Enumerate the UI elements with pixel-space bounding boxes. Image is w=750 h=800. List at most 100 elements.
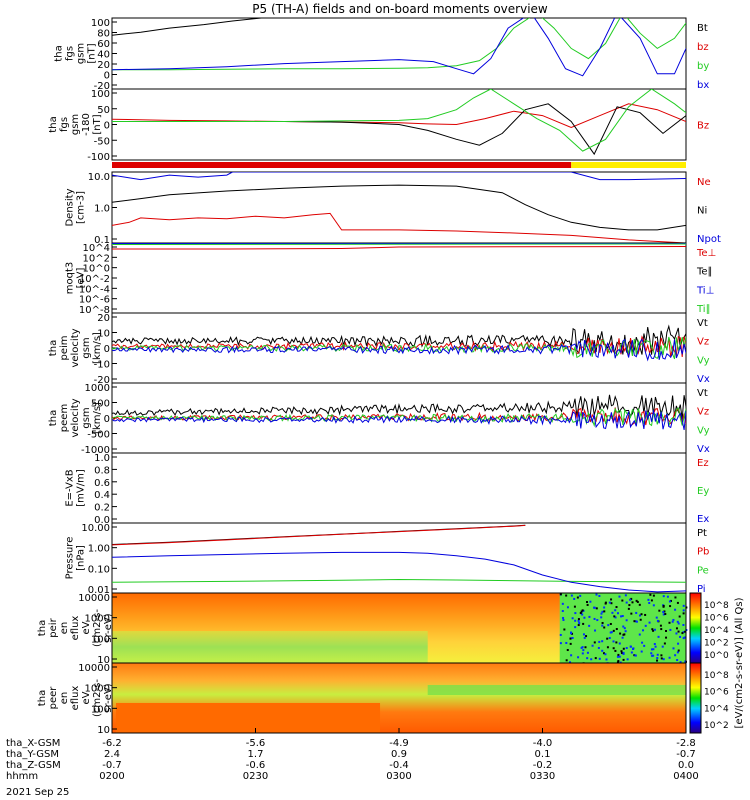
panel-frame [111,452,687,524]
x-row-value: 0330 [530,771,555,782]
colorbar-tick-label: 10^2 [704,639,729,649]
heatmap-speck [617,653,620,656]
heatmap-speck [657,635,660,638]
colorbar-tick-label: 10^6 [704,688,729,698]
x-row-value: 0400 [673,771,698,782]
heatmap-speck [625,601,628,604]
heatmap-speck [684,660,687,663]
heatmap-speck [569,637,572,640]
heatmap-speck [571,617,574,620]
heatmap-speck [654,645,657,648]
legend-entry: Vy [697,425,710,436]
heatmap-speck [616,612,619,615]
legend-entry: Ti∥ [696,304,711,315]
heatmap-speck [559,633,562,636]
legend-entry: Pe [697,565,709,576]
y-axis-label-line: fgs [59,117,70,132]
y-tick-label: 100 [91,18,110,29]
y-tick-label: 10^2 [83,253,110,264]
y-axis-label-line: sr-eV) [103,683,114,712]
heatmap-speck [642,629,645,632]
colorbar-label-text: [eV/(cm2-s-sr-eV)] (All Qs) [734,597,745,728]
heatmap-speck [622,658,625,661]
y-axis-label-line: peim [59,335,70,360]
y-tick-label: 1000 [85,684,110,695]
heatmap-speck [660,628,663,631]
heatmap-speck [565,659,568,662]
y-tick-label: 10000 [78,663,110,674]
series-ti [112,243,686,245]
x-row-value: 0300 [386,771,411,782]
heatmap-speck [650,648,653,651]
y-tick-label: -1000 [81,445,110,456]
heatmap-speck [617,660,620,663]
panel-9: 10000 1000 100 10 tha peir en eflux eV (cm2-s-sr-… [37,592,729,666]
heatmap-speck [577,656,580,659]
heatmap-speck [632,648,635,651]
heatmap-speck [603,606,606,609]
heatmap-speck [581,652,584,655]
heatmap-speck [643,644,646,647]
y-tick-label: 100 [91,634,110,645]
y-axis-label-line: eflux [70,616,81,641]
heatmap-speck [648,621,651,624]
heatmap-speck [583,636,586,639]
heatmap-speck [648,601,651,604]
series-trace-2 [112,89,686,152]
heatmap-speck [586,603,589,606]
y-tick-label: 10000 [78,593,110,604]
heatmap-speck [580,610,583,613]
y-axis-label-line: tha [37,620,48,636]
heatmap-speck [613,615,616,618]
heatmap-speck [610,631,613,634]
heatmap-speck [652,629,655,632]
heatmap-speck [565,594,568,597]
y-tick-label: 0.0 [94,515,110,526]
heatmap-speck [669,599,672,602]
y-tick-label: 10 [97,329,110,340]
heatmap-speck [612,629,615,632]
y-axis-label-line: velocity [70,398,81,437]
heatmap-speck [588,615,591,618]
y-axis-label-line: [km/s] [92,332,103,364]
heatmap-speck [590,658,593,661]
panel-6: 1000 500 0 -500 -1000 tha peem velocity gsm [km/s… [48,382,710,456]
heatmap-speck [627,607,630,610]
y-axis-label: Density [cm-3] [65,188,87,226]
heatmap-speck [677,630,680,633]
heatmap-speck [635,599,638,602]
heatmap-speck [621,599,624,602]
y-tick-label: 500 [91,399,110,410]
heatmap-speck [583,616,586,619]
y-axis-label: tha peim velocity gsm [km/s] [48,328,103,367]
heatmap-speck [614,616,617,619]
heatmap-speck [638,633,641,636]
heatmap-speck [644,624,647,627]
legend-entry: Vx [697,374,710,385]
heatmap-speck [630,651,633,654]
y-axis-label-line: eflux [70,686,81,711]
heatmap-speck [676,601,679,604]
y-tick-label: -10 [94,360,110,371]
heatmap-low-energy [112,631,428,663]
y-tick-label: 10 [97,655,110,666]
heatmap-speck [672,647,675,650]
heatmap-speck [615,641,618,644]
heatmap-speck [620,650,623,653]
y-tick-label: 0.1 [94,235,110,246]
y-tick-label: 0.4 [94,490,110,501]
heatmap-speck [600,616,603,619]
heatmap-speck [628,604,631,607]
y-axis-label-line: gsm [70,114,81,135]
heatmap-band [427,685,686,695]
heatmap-speck [672,618,675,621]
y-axis-label-line: tha [37,690,48,706]
heatmap-speck [640,650,643,653]
heatmap-speck [676,620,679,623]
panel-10: 10000 1000 100 10 tha peer en eflux eV (cm2-s-sr-… [37,662,729,736]
heatmap-speck [638,614,641,617]
heatmap-speck [604,653,607,656]
heatmap-speck [663,610,666,613]
heatmap-speck [574,612,577,615]
